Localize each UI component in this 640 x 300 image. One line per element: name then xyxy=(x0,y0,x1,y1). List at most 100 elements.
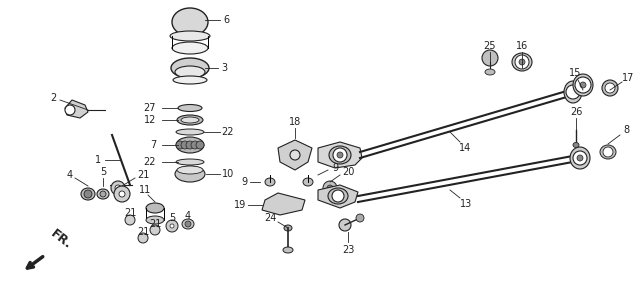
Ellipse shape xyxy=(564,81,582,103)
Ellipse shape xyxy=(171,58,209,78)
Circle shape xyxy=(84,190,92,198)
Circle shape xyxy=(196,141,204,149)
Text: 16: 16 xyxy=(516,41,528,51)
Text: 7: 7 xyxy=(150,140,156,150)
Text: FR.: FR. xyxy=(48,227,74,252)
Text: 1: 1 xyxy=(95,155,101,165)
Text: 22: 22 xyxy=(221,127,233,137)
Ellipse shape xyxy=(81,188,95,200)
Text: 4: 4 xyxy=(185,211,191,221)
Circle shape xyxy=(603,147,613,157)
Text: 3: 3 xyxy=(221,63,227,73)
Circle shape xyxy=(100,191,106,197)
Circle shape xyxy=(482,50,498,66)
Ellipse shape xyxy=(181,117,199,123)
Text: 4: 4 xyxy=(67,170,73,180)
Ellipse shape xyxy=(175,166,205,182)
Text: 8: 8 xyxy=(623,125,629,135)
Text: 2: 2 xyxy=(50,93,56,103)
Ellipse shape xyxy=(177,115,203,125)
Text: 24: 24 xyxy=(264,213,276,223)
Circle shape xyxy=(166,220,178,232)
Ellipse shape xyxy=(329,146,351,164)
Ellipse shape xyxy=(265,178,275,186)
Ellipse shape xyxy=(512,53,532,71)
Ellipse shape xyxy=(178,104,202,112)
Circle shape xyxy=(185,221,191,227)
Circle shape xyxy=(150,225,160,235)
Circle shape xyxy=(181,141,189,149)
Ellipse shape xyxy=(97,189,109,199)
Ellipse shape xyxy=(175,66,205,78)
Text: 15: 15 xyxy=(569,68,581,78)
Text: 5: 5 xyxy=(169,213,175,223)
Circle shape xyxy=(125,215,135,225)
Ellipse shape xyxy=(284,225,292,231)
Polygon shape xyxy=(278,140,312,170)
Ellipse shape xyxy=(146,203,164,213)
Text: 18: 18 xyxy=(289,117,301,127)
Circle shape xyxy=(575,77,591,93)
Circle shape xyxy=(111,181,125,195)
Ellipse shape xyxy=(600,145,616,159)
Circle shape xyxy=(138,233,148,243)
Text: 5: 5 xyxy=(100,167,106,177)
Text: 21: 21 xyxy=(137,227,149,237)
Circle shape xyxy=(119,191,125,197)
Circle shape xyxy=(323,181,337,195)
Text: 14: 14 xyxy=(459,143,471,153)
Circle shape xyxy=(356,214,364,222)
Text: 20: 20 xyxy=(342,167,354,177)
Ellipse shape xyxy=(182,219,194,229)
Ellipse shape xyxy=(146,216,164,224)
Text: 12: 12 xyxy=(144,115,156,125)
Text: 22: 22 xyxy=(144,157,156,167)
Text: 25: 25 xyxy=(484,41,496,51)
Ellipse shape xyxy=(328,188,348,204)
Text: 9: 9 xyxy=(241,177,247,187)
Circle shape xyxy=(519,59,525,65)
Ellipse shape xyxy=(303,178,313,186)
Polygon shape xyxy=(318,185,358,208)
Text: 27: 27 xyxy=(144,103,156,113)
Circle shape xyxy=(290,150,300,160)
Text: 17: 17 xyxy=(622,73,634,83)
Ellipse shape xyxy=(283,247,293,253)
Ellipse shape xyxy=(172,8,208,36)
Text: 13: 13 xyxy=(460,199,472,209)
Circle shape xyxy=(176,141,184,149)
Text: 23: 23 xyxy=(342,245,354,255)
Ellipse shape xyxy=(172,42,208,54)
Text: 21: 21 xyxy=(137,170,149,180)
Polygon shape xyxy=(65,100,88,118)
Ellipse shape xyxy=(173,76,207,84)
Ellipse shape xyxy=(485,69,495,75)
Ellipse shape xyxy=(573,74,593,96)
Circle shape xyxy=(577,155,583,161)
Circle shape xyxy=(580,82,586,88)
Ellipse shape xyxy=(176,129,204,135)
Ellipse shape xyxy=(602,80,618,96)
Circle shape xyxy=(65,105,75,115)
Ellipse shape xyxy=(177,166,203,174)
Text: 6: 6 xyxy=(223,15,229,25)
Circle shape xyxy=(515,55,529,69)
Circle shape xyxy=(327,185,333,191)
Ellipse shape xyxy=(570,147,590,169)
Ellipse shape xyxy=(176,137,204,153)
Text: 9: 9 xyxy=(332,163,338,173)
Circle shape xyxy=(115,185,121,191)
Circle shape xyxy=(573,151,587,165)
Circle shape xyxy=(114,186,130,202)
Ellipse shape xyxy=(573,142,579,148)
Circle shape xyxy=(332,190,344,202)
Circle shape xyxy=(339,219,351,231)
Circle shape xyxy=(191,141,199,149)
Circle shape xyxy=(337,152,343,158)
Text: 11: 11 xyxy=(139,185,151,195)
Circle shape xyxy=(333,148,347,162)
Polygon shape xyxy=(318,142,362,168)
Text: 21: 21 xyxy=(124,208,136,218)
Circle shape xyxy=(186,141,194,149)
Ellipse shape xyxy=(176,159,204,165)
